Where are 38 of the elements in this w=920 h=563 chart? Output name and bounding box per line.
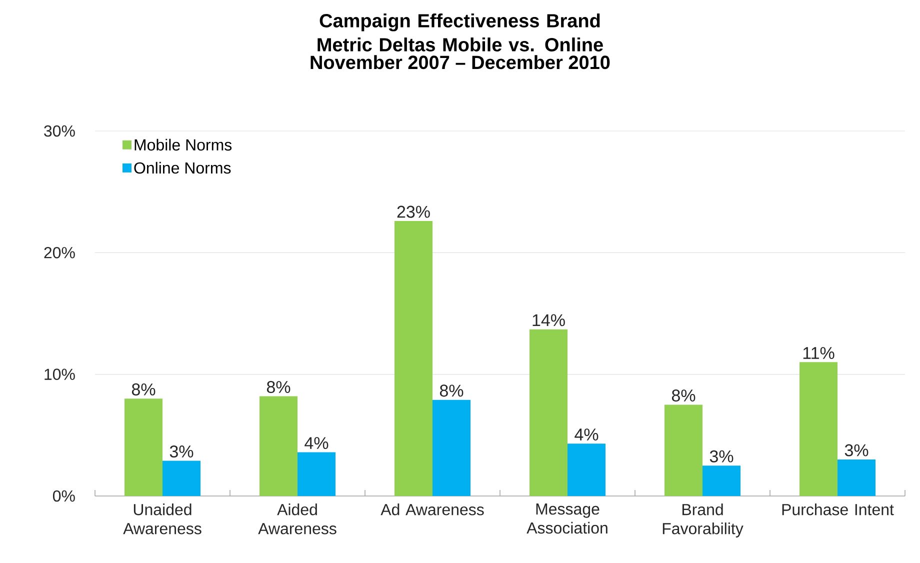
- legend-label: Mobile Norms: [134, 138, 232, 151]
- data-label: 8%: [132, 383, 156, 396]
- bar: [298, 452, 336, 496]
- y-tick-label: 10%: [44, 368, 75, 380]
- data-label: 14%: [532, 314, 565, 326]
- x-tick-label: Ad Awareness: [380, 504, 484, 516]
- bar: [260, 396, 298, 496]
- data-label: 8%: [266, 380, 290, 394]
- bar: [162, 460, 201, 496]
- chart-title: Campaign Effectiveness Brand Metric Deltas Mobile vs. Online: [318, 14, 603, 52]
- x-tick-label: Unaided Awareness: [123, 504, 202, 534]
- x-tick-label: Message Association: [526, 504, 608, 534]
- bar: [530, 329, 568, 496]
- legend-label: Online Norms: [134, 162, 231, 174]
- bar: [664, 404, 703, 496]
- y-tick-label: 0%: [52, 490, 75, 502]
- bar: [394, 221, 433, 496]
- data-label: 11%: [803, 347, 834, 359]
- data-label: 8%: [672, 390, 696, 402]
- bar: [702, 466, 741, 496]
- data-label: 4%: [574, 428, 598, 440]
- x-tick-label: Purchase Intent: [782, 504, 894, 516]
- data-label: 3%: [844, 444, 868, 456]
- data-label: 23%: [397, 206, 430, 218]
- bar: [432, 400, 471, 496]
- data-label: 8%: [440, 384, 464, 397]
- x-tick-label: Aided Awareness: [258, 504, 336, 534]
- chart-subtitle: November 2007 – December 2010: [310, 55, 610, 70]
- y-tick-label: 30%: [44, 125, 75, 137]
- data-label: 3%: [710, 450, 734, 462]
- bar: [124, 398, 162, 496]
- bar: [568, 444, 606, 496]
- bar: [800, 362, 838, 496]
- data-label: 3%: [170, 445, 194, 458]
- data-label: 4%: [304, 437, 328, 449]
- bar: [838, 460, 876, 496]
- x-tick-label: Brand Favorability: [662, 504, 744, 538]
- y-tick-label: 20%: [44, 247, 75, 258]
